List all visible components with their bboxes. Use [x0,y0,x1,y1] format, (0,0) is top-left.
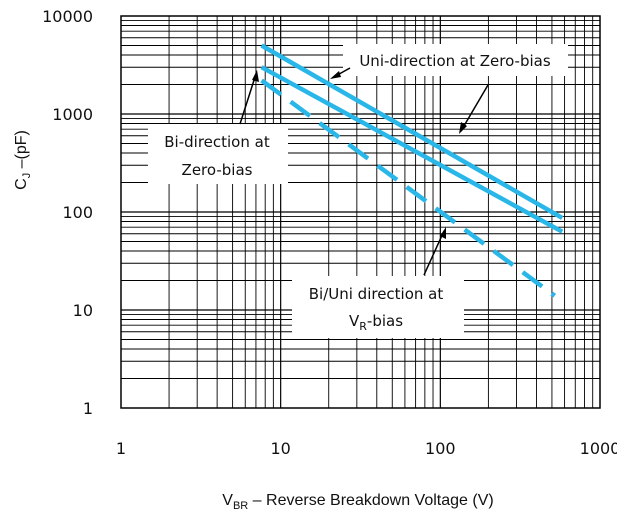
x-axis-title: VBR – Reverse Breakdown Voltage (V) [222,492,493,512]
y-axis-title-main: C [13,178,30,190]
y-tick-label: 1000 [52,105,93,124]
x-tick-label: 100 [425,439,456,458]
x-tick-label: 1000 [580,439,617,458]
arrow-bi-head [252,70,259,82]
grid-lines [121,16,600,408]
annotation-bi-line2: Zero-bias [182,161,253,179]
annotation-vr-rest: -bias [367,312,403,330]
annotation-vr-line2: VR-bias [349,312,403,333]
tick-labels: 1 10 100 1000 1 10 100 1000 10000 [42,7,617,458]
arrow-uni-2 [460,84,489,132]
arrow-vr-head [440,227,446,239]
y-axis-title-rest: –(pF) [13,130,30,173]
y-axis-title-sub: J [21,173,33,179]
annotation-bi-line1: Bi-direction at [164,133,270,151]
x-axis-title-sub: BR [233,500,248,512]
arrow-bi [239,73,257,125]
annotation-bi-bg [148,124,288,184]
y-tick-label: 10 [73,301,93,320]
y-tick-label: 10000 [42,7,93,26]
arrow-vr [423,230,445,276]
x-axis-title-rest: – Reverse Breakdown Voltage (V) [248,492,493,509]
series-line-1 [260,43,564,220]
y-tick-label: 100 [62,203,93,222]
series-line-2 [260,65,564,234]
annotation-vr-line1: Bi/Uni direction at [309,285,444,303]
series-line-3 [260,78,557,298]
arrow-uni-head [330,71,341,79]
annotation-vr-main: V [349,312,360,330]
series-layer [260,43,564,298]
annotation-vr-bg [292,276,464,338]
annotation-vr-sub: R [359,320,367,333]
x-axis-title-main: V [222,492,233,509]
annotation-uni-label: Uni-direction at Zero-bias [359,52,551,70]
plot-frame [120,15,601,409]
arrow-uni-2-head [459,122,467,134]
annotation-uni-bg [343,44,568,76]
y-axis-title: CJ –(pF) [13,130,33,190]
annotation-layer: Uni-direction at Zero-bias Bi-direction … [148,44,568,338]
x-tick-label: 10 [270,439,290,458]
y-tick-label: 1 [83,399,93,418]
x-tick-label: 1 [116,439,126,458]
